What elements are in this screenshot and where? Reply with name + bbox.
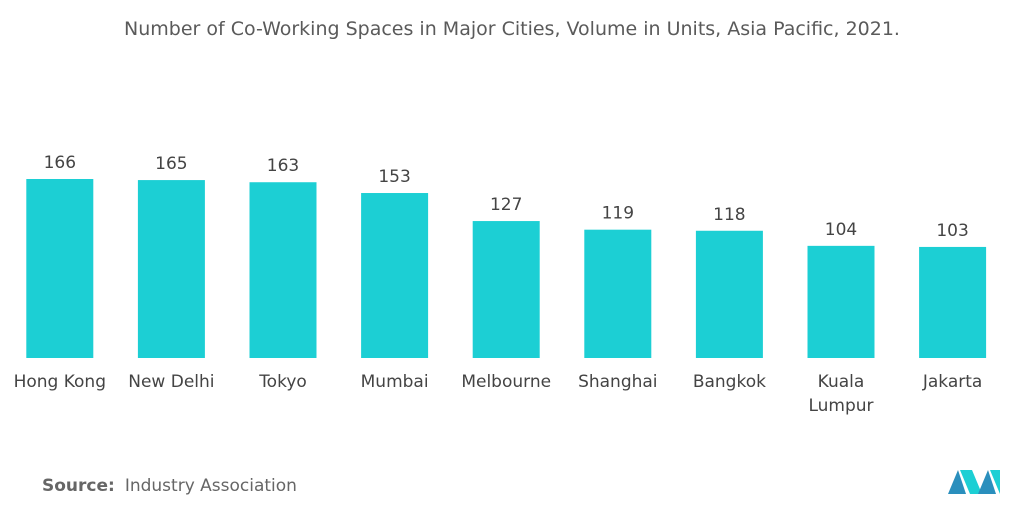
bar [695,230,763,358]
bar [472,221,540,358]
x-tick-label: Mumbai [360,372,429,392]
source-text: Industry Association [124,476,297,496]
x-tick-label: Bangkok [692,372,766,392]
logo [948,470,1000,494]
bar [137,180,205,358]
x-tick-label: Shanghai [578,372,658,392]
x-tick-label: Jakarta [922,372,983,392]
value-label: 166 [44,153,76,173]
source-label: Source: [42,476,115,496]
value-label: 127 [490,195,522,215]
bar [249,182,317,358]
x-tick-label: Hong Kong [13,372,106,392]
bar [807,245,875,358]
x-tick-label: New Delhi [128,372,215,392]
chart-title: Number of Co-Working Spaces in Major Cit… [124,18,900,40]
value-label: 163 [267,156,299,176]
x-tick-label: Melbourne [461,372,552,392]
bar [26,179,94,358]
x-tick-label: Tokyo [259,372,307,392]
x-tick-label: Kuala Lumpur [808,372,874,416]
bar [584,229,652,358]
value-label: 118 [713,205,745,225]
value-label: 103 [936,221,968,241]
value-label: 153 [378,167,410,187]
value-label: 165 [155,154,187,174]
bar [919,246,987,358]
value-label: 119 [602,204,634,224]
value-label: 104 [825,220,857,240]
source: Source: Industry Association [42,476,297,496]
bar [361,193,429,358]
